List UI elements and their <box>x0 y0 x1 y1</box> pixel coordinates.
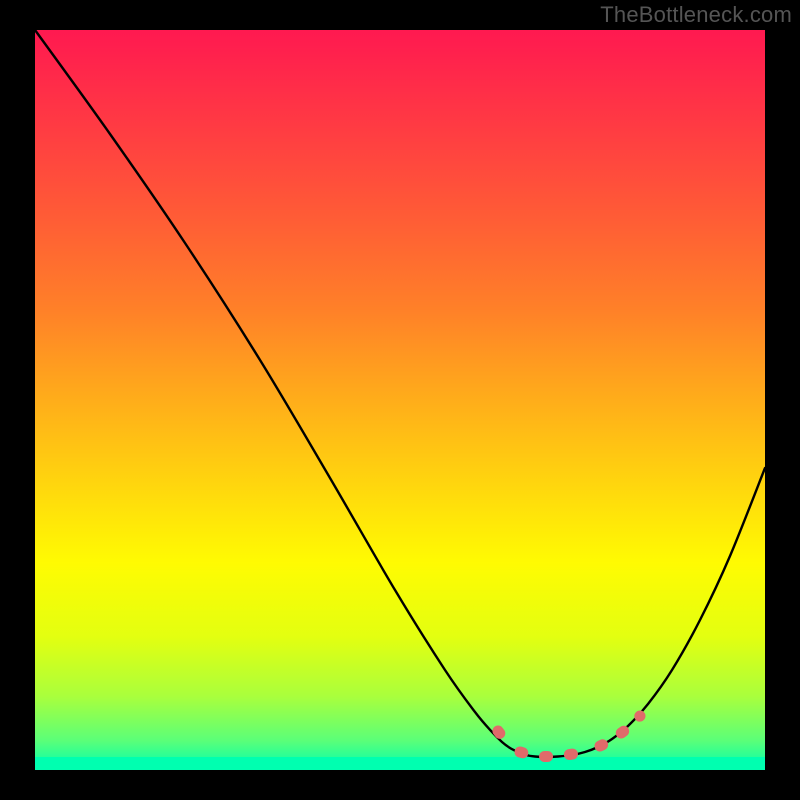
gradient-background <box>35 30 765 770</box>
bottleneck-curve-plot <box>0 0 800 800</box>
baseline-band <box>35 757 765 770</box>
chart-frame: TheBottleneck.com <box>0 0 800 800</box>
